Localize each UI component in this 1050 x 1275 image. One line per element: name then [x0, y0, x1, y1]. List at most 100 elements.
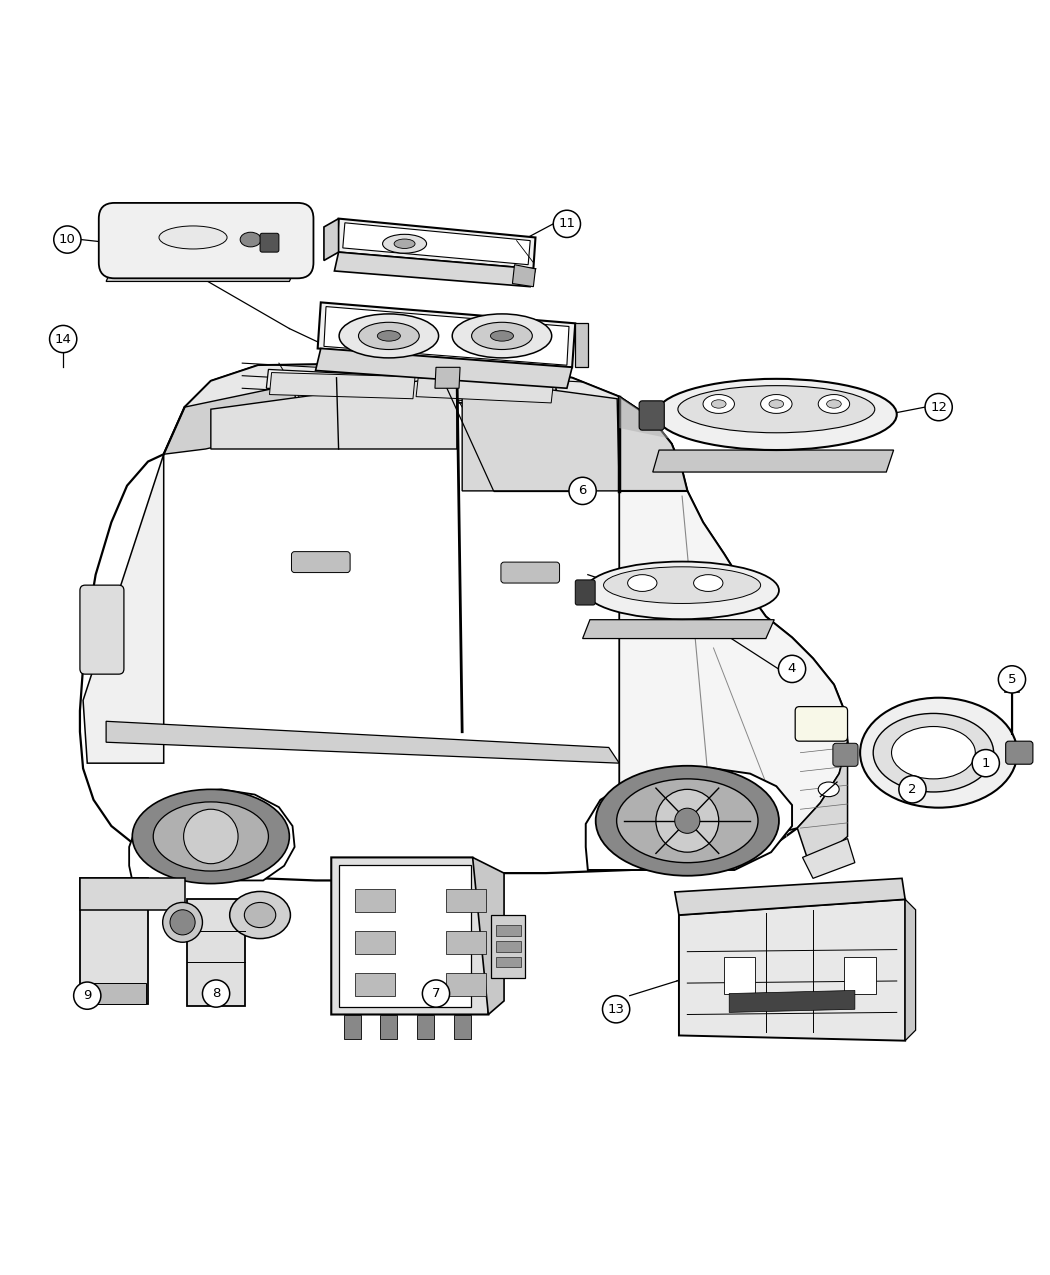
Ellipse shape: [826, 400, 841, 408]
Polygon shape: [620, 397, 670, 439]
Ellipse shape: [240, 232, 261, 247]
Ellipse shape: [769, 400, 783, 408]
Polygon shape: [583, 620, 774, 639]
Text: 6: 6: [579, 484, 587, 497]
Polygon shape: [106, 263, 298, 282]
Polygon shape: [653, 450, 894, 472]
Text: 4: 4: [788, 663, 796, 676]
Ellipse shape: [891, 727, 975, 779]
Ellipse shape: [818, 782, 839, 797]
Text: 12: 12: [930, 400, 947, 413]
Polygon shape: [472, 857, 504, 1015]
Polygon shape: [336, 218, 536, 269]
Circle shape: [422, 980, 449, 1007]
Polygon shape: [675, 878, 905, 915]
Polygon shape: [729, 991, 855, 1012]
FancyBboxPatch shape: [575, 580, 595, 606]
Circle shape: [569, 477, 596, 505]
Polygon shape: [185, 363, 682, 481]
Polygon shape: [435, 367, 460, 389]
FancyBboxPatch shape: [292, 552, 350, 572]
Polygon shape: [316, 348, 572, 389]
Polygon shape: [380, 1015, 397, 1039]
Circle shape: [778, 655, 805, 682]
FancyBboxPatch shape: [260, 233, 279, 252]
Ellipse shape: [377, 330, 400, 342]
Polygon shape: [496, 941, 521, 951]
Polygon shape: [620, 397, 688, 491]
Ellipse shape: [471, 323, 532, 349]
Ellipse shape: [760, 394, 792, 413]
Circle shape: [74, 982, 101, 1010]
Polygon shape: [355, 973, 395, 996]
Ellipse shape: [585, 561, 779, 620]
Ellipse shape: [712, 400, 726, 408]
Polygon shape: [512, 265, 536, 287]
FancyBboxPatch shape: [501, 562, 560, 583]
Ellipse shape: [818, 394, 849, 413]
Polygon shape: [355, 889, 395, 912]
Polygon shape: [80, 363, 847, 881]
Ellipse shape: [616, 779, 758, 863]
Ellipse shape: [704, 394, 734, 413]
Circle shape: [999, 666, 1026, 694]
Ellipse shape: [604, 567, 760, 603]
Polygon shape: [446, 931, 486, 954]
Circle shape: [170, 910, 195, 935]
Polygon shape: [905, 899, 916, 1040]
Text: 8: 8: [212, 987, 220, 1000]
Polygon shape: [129, 789, 295, 881]
Ellipse shape: [163, 903, 203, 942]
Circle shape: [184, 810, 238, 863]
FancyBboxPatch shape: [833, 743, 858, 766]
Polygon shape: [496, 958, 521, 968]
Text: 14: 14: [55, 333, 71, 346]
Text: 10: 10: [59, 233, 76, 246]
Polygon shape: [416, 377, 553, 403]
Ellipse shape: [656, 379, 897, 450]
Polygon shape: [324, 306, 569, 365]
Polygon shape: [797, 742, 847, 859]
Polygon shape: [187, 899, 246, 1006]
Polygon shape: [338, 864, 470, 1007]
Polygon shape: [267, 370, 556, 403]
Ellipse shape: [595, 766, 779, 876]
Ellipse shape: [394, 238, 415, 249]
FancyBboxPatch shape: [99, 203, 314, 278]
Polygon shape: [211, 376, 457, 449]
Polygon shape: [270, 372, 415, 399]
Circle shape: [925, 394, 952, 421]
Text: 11: 11: [559, 217, 575, 231]
Circle shape: [603, 996, 630, 1023]
Polygon shape: [417, 1015, 434, 1039]
Text: 13: 13: [608, 1002, 625, 1016]
Polygon shape: [446, 889, 486, 912]
Polygon shape: [324, 218, 338, 260]
Ellipse shape: [159, 226, 227, 249]
Polygon shape: [446, 973, 486, 996]
Polygon shape: [80, 878, 185, 910]
Polygon shape: [80, 878, 148, 1003]
Circle shape: [553, 210, 581, 237]
Ellipse shape: [358, 323, 419, 349]
Polygon shape: [164, 384, 297, 454]
Ellipse shape: [490, 330, 513, 342]
Polygon shape: [723, 958, 755, 993]
Ellipse shape: [339, 314, 439, 358]
Text: 9: 9: [83, 989, 91, 1002]
Polygon shape: [844, 958, 876, 993]
Ellipse shape: [628, 575, 657, 592]
Polygon shape: [106, 722, 620, 764]
Polygon shape: [331, 857, 488, 1015]
FancyBboxPatch shape: [80, 585, 124, 674]
Circle shape: [49, 325, 77, 353]
Ellipse shape: [132, 789, 290, 884]
Polygon shape: [318, 302, 575, 367]
Text: 1: 1: [982, 756, 990, 770]
Polygon shape: [586, 769, 792, 870]
Circle shape: [675, 808, 700, 834]
Ellipse shape: [245, 903, 276, 928]
Polygon shape: [355, 931, 395, 954]
Ellipse shape: [874, 714, 993, 792]
Polygon shape: [491, 915, 525, 978]
